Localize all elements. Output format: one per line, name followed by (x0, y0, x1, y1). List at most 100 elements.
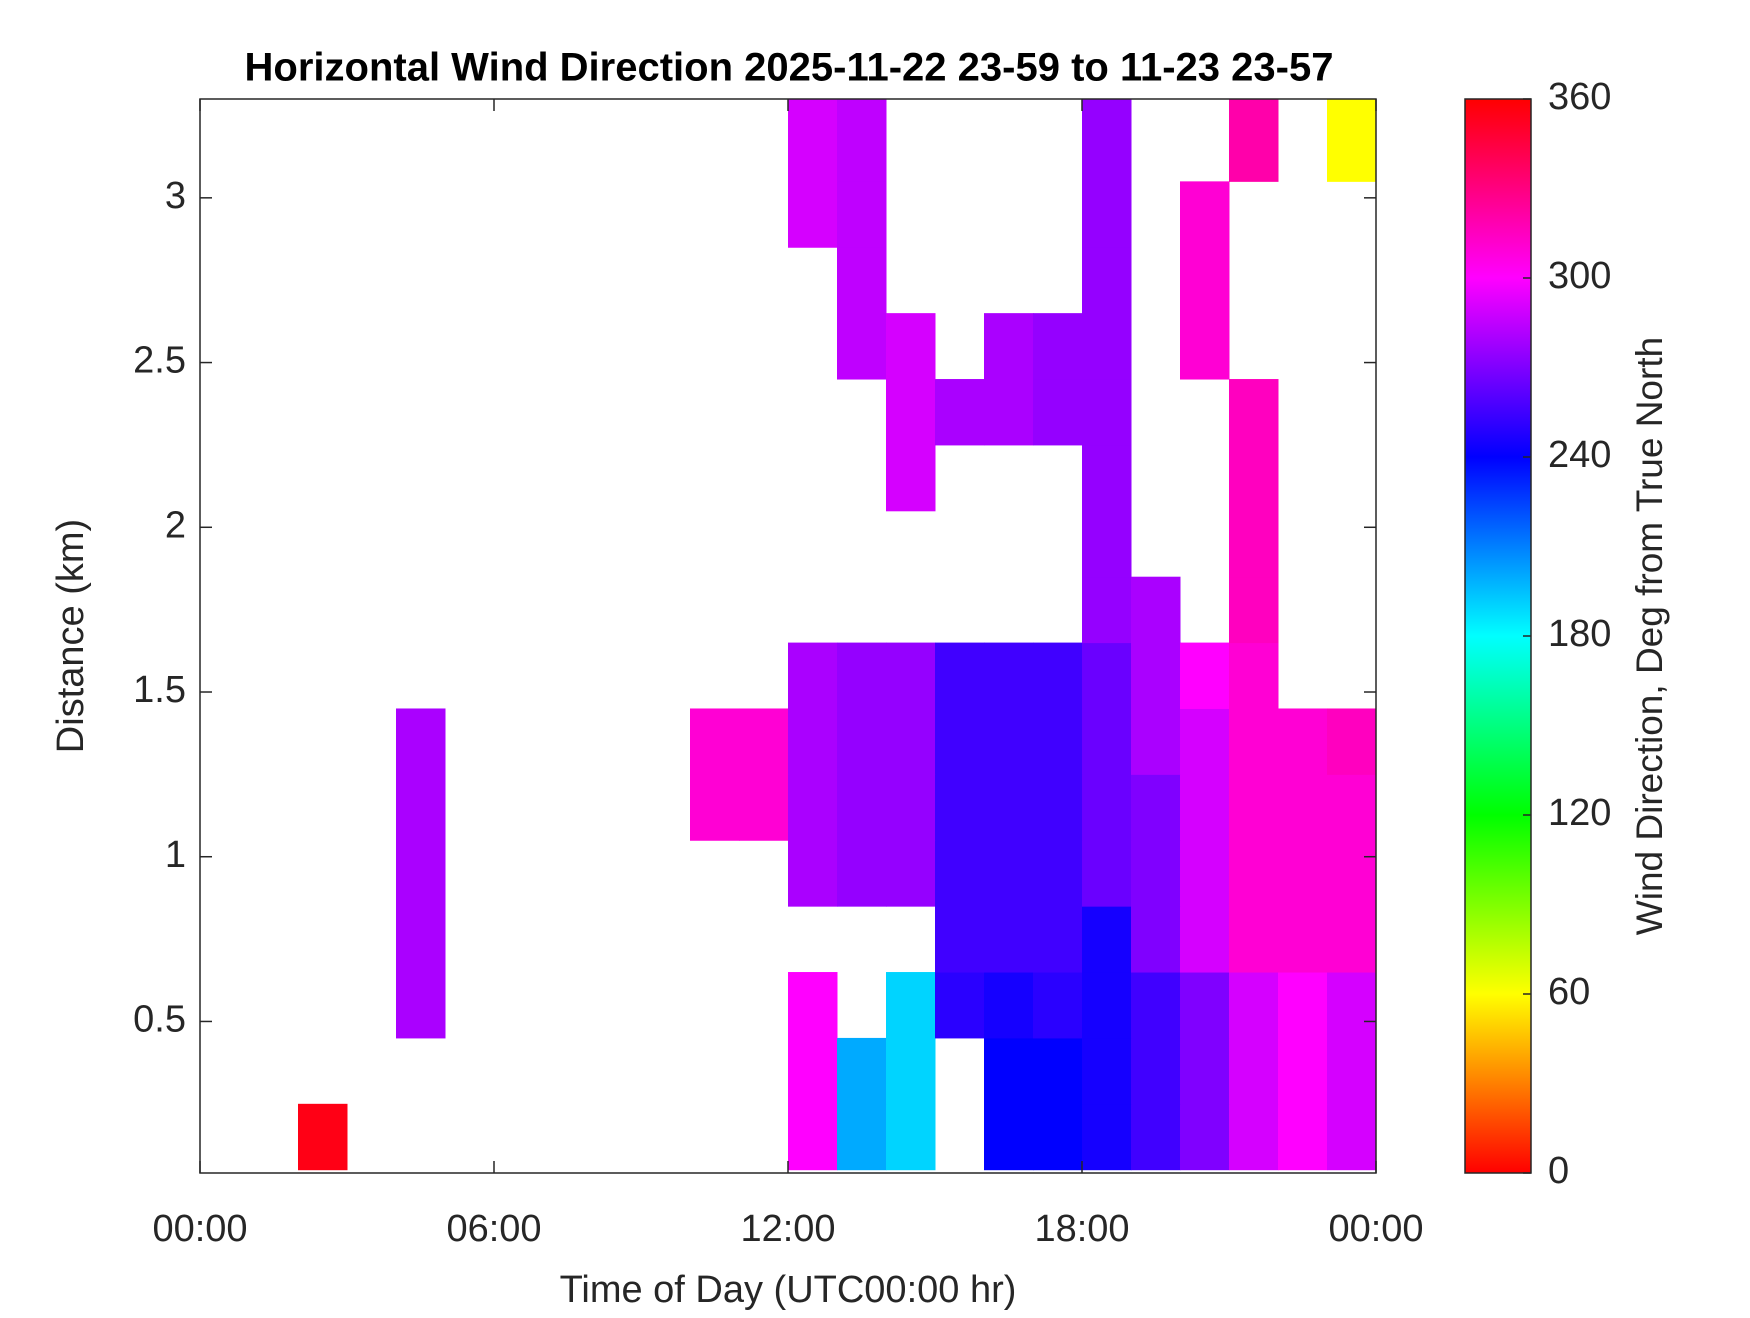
heatmap-cell (1229, 906, 1279, 973)
heatmap-cell (1229, 444, 1279, 512)
heatmap-cell (935, 906, 985, 973)
heatmap-cell (1131, 972, 1181, 1039)
heatmap-cell (1082, 99, 1132, 182)
heatmap-cell (1180, 1103, 1230, 1171)
heatmap-cell (1229, 379, 1279, 446)
heatmap-cell (837, 1037, 887, 1105)
heatmap-cell (396, 972, 446, 1039)
heatmap-cell (837, 642, 887, 709)
heatmap-cell (1033, 774, 1083, 841)
heatmap-cell (396, 840, 446, 907)
heatmap-cell (739, 708, 789, 775)
heatmap-cell (1082, 708, 1132, 775)
colorbar-tick-label: 180 (1548, 613, 1611, 655)
y-tick-label: 2 (165, 504, 186, 546)
heatmap-cell (788, 1103, 838, 1171)
heatmap-cell (1327, 906, 1377, 973)
y-tick-label: 3 (165, 175, 186, 217)
heatmap-cell (1082, 247, 1132, 314)
heatmap-cell (396, 774, 446, 841)
heatmap-cell (984, 972, 1034, 1039)
heatmap-cell (396, 708, 446, 775)
heatmap-cell (1327, 708, 1377, 775)
heatmap-cell (1033, 379, 1083, 446)
heatmap-cell (1327, 774, 1377, 841)
heatmap-cell (1082, 444, 1132, 512)
heatmap-cell (1033, 708, 1083, 775)
x-tick-label: 06:00 (446, 1208, 541, 1250)
heatmap-cell (886, 972, 936, 1039)
heatmap-cell (984, 642, 1034, 709)
heatmap-cell (1180, 774, 1230, 841)
heatmap-cell (1082, 972, 1132, 1039)
heatmap-cell (788, 181, 838, 248)
heatmap-cell (984, 1037, 1034, 1105)
heatmap-cell (1180, 313, 1230, 380)
heatmap-cell (1082, 1103, 1132, 1171)
heatmap-cell (984, 708, 1034, 775)
heatmap-cell (837, 247, 887, 314)
heatmap-cell (1131, 642, 1181, 709)
heatmap-cell (935, 840, 985, 907)
colorbar-tick-label: 120 (1548, 792, 1611, 834)
heatmap-cell (1327, 840, 1377, 907)
heatmap-cell (1278, 1103, 1328, 1171)
x-tick-label: 00:00 (1328, 1208, 1423, 1250)
heatmap-cell (1229, 642, 1279, 709)
heatmap-cell (1180, 181, 1230, 248)
heatmap-cell (1278, 906, 1328, 973)
heatmap-cell (1033, 840, 1083, 907)
heatmap-cell (935, 708, 985, 775)
heatmap-cell (1180, 840, 1230, 907)
heatmap-cell (1229, 1037, 1279, 1105)
heatmap-cell (1033, 906, 1083, 973)
heatmap-cell (837, 313, 887, 380)
heatmap-cell (886, 1103, 936, 1171)
heatmap-cell (1229, 840, 1279, 907)
heatmap-cell (298, 1103, 348, 1171)
heatmap-cell (1033, 313, 1083, 380)
heatmap-cell (788, 708, 838, 775)
colorbar-tick-label: 60 (1548, 971, 1590, 1013)
heatmap-cell (1278, 1037, 1328, 1105)
heatmap-cell (935, 972, 985, 1039)
heatmap-cell (886, 774, 936, 841)
heatmap-cell (1131, 1103, 1181, 1171)
heatmap-cell (984, 1103, 1034, 1171)
colorbar-tick-label: 300 (1548, 255, 1611, 297)
heatmap-cell (788, 972, 838, 1039)
heatmap-cell (1180, 708, 1230, 775)
x-tick-label: 18:00 (1034, 1208, 1129, 1250)
heatmap-cell (1278, 708, 1328, 775)
heatmap-cell (984, 906, 1034, 973)
heatmap-cell (1082, 379, 1132, 446)
colorbar-label: Wind Direction, Deg from True North (1629, 337, 1670, 935)
heatmap-cell (788, 99, 838, 182)
heatmap-cell (1180, 642, 1230, 709)
heatmap-cell (1131, 840, 1181, 907)
heatmap-cell (1033, 1103, 1083, 1171)
x-tick-label: 12:00 (740, 1208, 835, 1250)
heatmap-cell (886, 313, 936, 380)
heatmap-cell (1229, 99, 1279, 182)
heatmap-cell (1327, 1103, 1377, 1171)
heatmap-cell (690, 708, 740, 775)
heatmap-cell (886, 840, 936, 907)
heatmap-cell (1082, 906, 1132, 973)
heatmap-cell (1082, 840, 1132, 907)
heatmap-cell (1278, 840, 1328, 907)
heatmap-cell (837, 99, 887, 182)
chart-title: Horizontal Wind Direction 2025-11-22 23-… (245, 46, 1334, 90)
heatmap-cell (984, 774, 1034, 841)
heatmap-cell (886, 642, 936, 709)
heatmap-cell (935, 774, 985, 841)
x-axis-label: Time of Day (UTC00:00 hr) (560, 1269, 1017, 1311)
heatmap-cell (984, 379, 1034, 446)
heatmap-cell (1033, 642, 1083, 709)
heatmap-cell (1082, 774, 1132, 841)
heatmap-cell (1229, 774, 1279, 841)
colorbar-tick-label: 0 (1548, 1150, 1569, 1192)
heatmap-cell (1082, 181, 1132, 248)
x-tick-label: 00:00 (152, 1208, 247, 1250)
